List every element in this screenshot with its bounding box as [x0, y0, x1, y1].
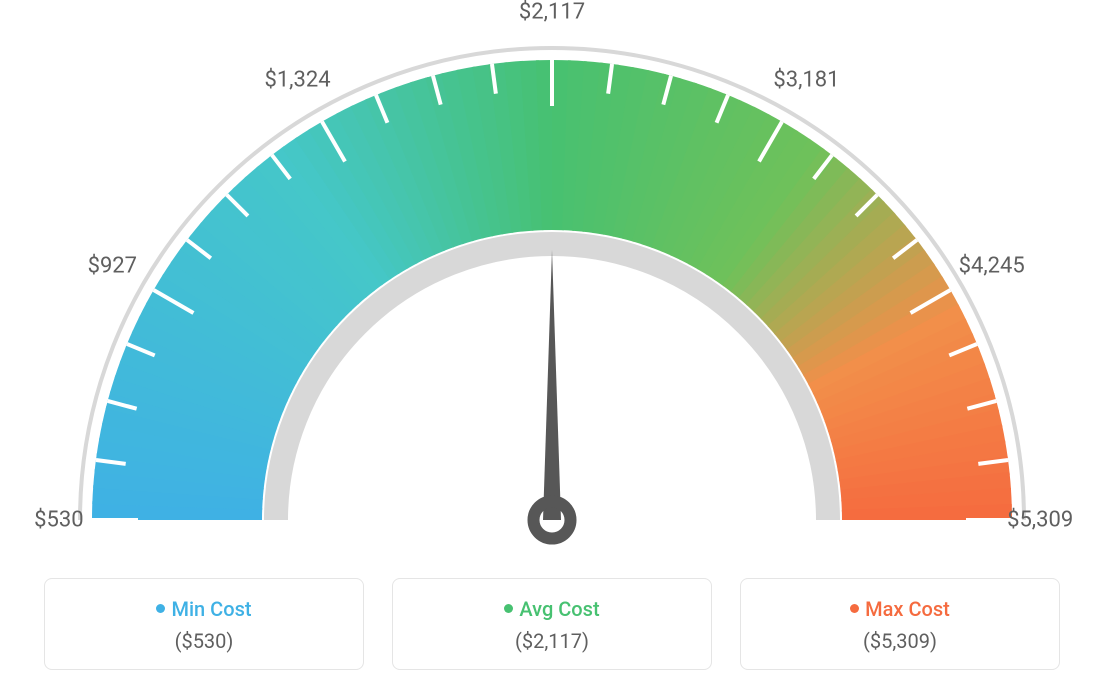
gauge-scale-label: $927 [88, 253, 137, 278]
legend-label: Max Cost [865, 597, 950, 621]
gauge-scale-label: $2,117 [519, 0, 585, 25]
legend-title-min: Min Cost [55, 597, 353, 621]
gauge-chart [0, 0, 1104, 560]
dot-icon [156, 604, 165, 613]
gauge-scale-label: $530 [34, 508, 83, 533]
legend-value-max: ($5,309) [751, 629, 1049, 653]
gauge-area: $530 $927 $1,324 $2,117 $3,181 $4,245 $5,309 [0, 0, 1104, 560]
legend-title-avg: Avg Cost [403, 597, 701, 621]
gauge-scale-label: $1,324 [264, 68, 330, 93]
legend-value-avg: ($2,117) [403, 629, 701, 653]
legend-card-avg: Avg Cost ($2,117) [392, 578, 712, 670]
legend-label: Avg Cost [519, 597, 599, 621]
dot-icon [504, 604, 513, 613]
gauge-scale-label: $4,245 [959, 253, 1025, 278]
dot-icon [850, 604, 859, 613]
legend-row: Min Cost ($530) Avg Cost ($2,117) Max Co… [0, 578, 1104, 670]
legend-card-min: Min Cost ($530) [44, 578, 364, 670]
legend-label: Min Cost [171, 597, 251, 621]
legend-title-max: Max Cost [751, 597, 1049, 621]
gauge-scale-label: $3,181 [773, 68, 839, 93]
cost-gauge-widget: $530 $927 $1,324 $2,117 $3,181 $4,245 $5,309 M… [0, 0, 1104, 690]
gauge-scale-label: $5,309 [1007, 508, 1073, 533]
legend-value-min: ($530) [55, 629, 353, 653]
legend-card-max: Max Cost ($5,309) [740, 578, 1060, 670]
